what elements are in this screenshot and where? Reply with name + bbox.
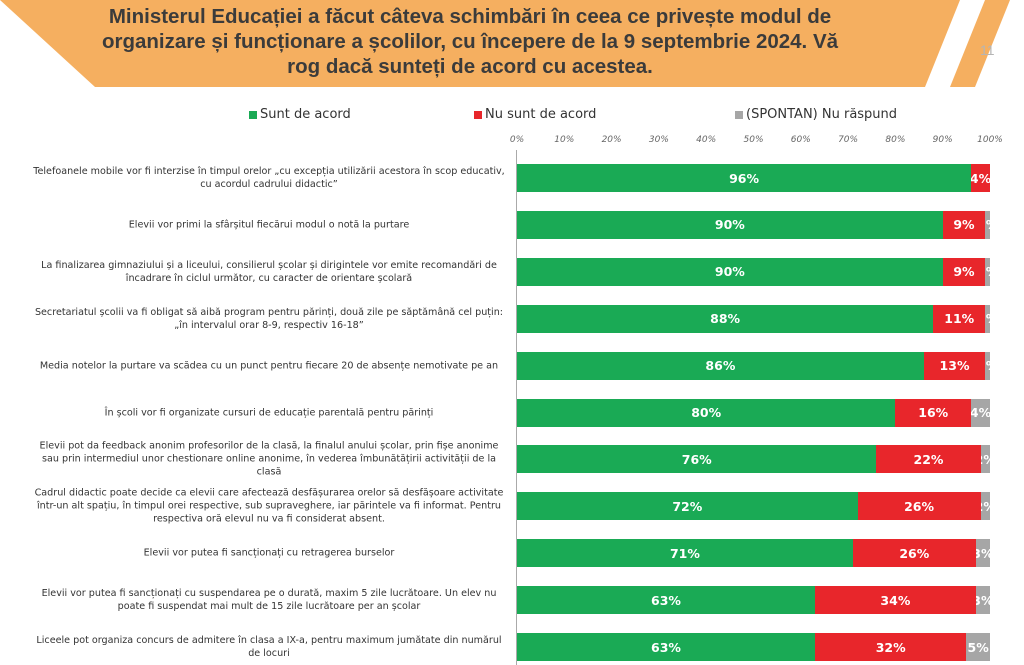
category-axis (516, 150, 517, 665)
category-label: Secretariatul școlii va fi obligat să ai… (34, 306, 504, 331)
data-label: 90% (714, 264, 745, 280)
bar-segment: 80% (517, 398, 896, 427)
data-label: 13% (939, 358, 970, 374)
data-label: 5% (967, 639, 989, 655)
legend-item: Nu sunt de acord (474, 107, 596, 122)
page-title: Ministerul Educației a făcut câteva schi… (101, 5, 839, 78)
data-label: 1% (985, 358, 990, 373)
data-label: 3% (975, 592, 990, 608)
data-label: 80% (691, 405, 722, 420)
x-tick-label: 40% (696, 135, 717, 145)
category-label: În școli vor fi organizate cursuri de ed… (104, 407, 434, 418)
bar-segment: 16% (895, 398, 972, 427)
bar-segment: 63% (517, 633, 815, 661)
x-tick-label: 80% (885, 135, 906, 145)
data-label: 16% (918, 405, 949, 420)
bar-segment: 1% (985, 351, 990, 380)
title-banner (0, 0, 1010, 87)
data-label: 4% (971, 405, 990, 420)
bar-segment: 90% (517, 210, 943, 239)
data-label: 86% (705, 358, 736, 374)
bar-segment: 5% (966, 633, 990, 661)
data-label: 11% (944, 311, 975, 327)
legend-swatch (474, 110, 482, 119)
bar-segment: 2% (980, 492, 990, 521)
bar-segment: 72% (517, 492, 858, 521)
bar-segment: 90% (517, 257, 943, 286)
bar-segment: 9% (942, 210, 986, 239)
data-label: 2% (981, 499, 990, 514)
legend-label: Sunt de acord (260, 107, 351, 122)
bar-segment: 96% (517, 164, 972, 192)
data-label: 26% (899, 545, 930, 561)
bar-segment: 4% (971, 398, 990, 427)
data-label: 4% (971, 170, 990, 186)
data-label: 1% (985, 311, 990, 326)
legend-label: Nu sunt de acord (485, 107, 597, 122)
bar-segment: 1% (985, 210, 990, 239)
data-label: 90% (714, 217, 745, 233)
x-tick-label: 30% (648, 135, 669, 145)
bar-segment: 1% (985, 304, 990, 333)
data-label: 63% (651, 639, 681, 655)
data-label: 1% (985, 264, 990, 279)
x-tick-label: 70% (838, 135, 859, 145)
data-label: 34% (880, 592, 911, 608)
category-label: Telefoanele mobile vor fi interzise în t… (33, 166, 505, 190)
category-label: Elevii pot da feedback anonim profesoril… (39, 440, 499, 478)
legend-swatch (249, 110, 257, 119)
category-label: Liceele pot organiza concurs de admitere… (36, 635, 502, 659)
bar-segment: 32% (814, 633, 967, 661)
category-label: La finalizarea gimnaziului și a liceului… (41, 259, 497, 284)
x-tick-label: 60% (790, 135, 811, 145)
bar-segment: 4% (971, 164, 990, 192)
legend-item: (SPONTAN) Nu răspund (735, 107, 897, 122)
data-label: 9% (953, 264, 975, 280)
data-label: 1% (985, 217, 990, 232)
category-label: Cadrul didactic poate decide ca elevii c… (34, 487, 504, 525)
bar-segment: 1% (985, 257, 990, 286)
bar-segment: 88% (517, 304, 934, 333)
bar-segment: 22% (876, 445, 981, 474)
category-label: Elevii vor putea fi sancționați cu suspe… (41, 588, 497, 613)
data-label: 96% (729, 170, 759, 186)
category-label: Media notelor la purtare va scădea cu un… (39, 360, 499, 372)
x-tick-label: 50% (743, 135, 764, 145)
bar-segment: 34% (814, 586, 976, 615)
bar-segment: 13% (923, 351, 986, 380)
legend-label: (SPONTAN) Nu răspund (746, 107, 898, 122)
bar-segment: 2% (980, 445, 990, 474)
x-tick-label: 0% (509, 135, 525, 145)
bar-segment: 3% (975, 539, 990, 568)
data-label: 26% (904, 498, 934, 514)
data-label: 9% (953, 217, 975, 233)
bar-segment: 63% (517, 586, 815, 615)
x-tick-label: 100% (977, 135, 1003, 145)
page-number: 11 (980, 42, 995, 58)
legend-swatch (735, 110, 743, 119)
x-tick-label: 10% (554, 135, 575, 145)
data-label: 88% (710, 311, 741, 327)
data-label: 3% (975, 545, 990, 561)
data-label: 63% (651, 592, 681, 608)
data-label: 2% (981, 452, 990, 467)
legend-item: Sunt de acord (249, 107, 351, 122)
bar-segment: 3% (975, 586, 990, 615)
category-label: Elevii vor putea fi sancționați cu retra… (143, 547, 395, 559)
data-label: 32% (875, 639, 906, 655)
bar-segment: 26% (852, 539, 976, 568)
x-tick-label: 20% (601, 135, 622, 145)
data-label: 72% (672, 498, 703, 514)
bar-segment: 86% (517, 351, 924, 380)
bar-segment: 26% (857, 492, 981, 521)
data-label: 76% (681, 451, 712, 467)
category-label: Elevii vor primi la sfârșitul fiecărui m… (128, 219, 410, 231)
bar-segment: 9% (942, 257, 986, 286)
x-tick-label: 90% (932, 135, 953, 145)
data-label: 22% (913, 451, 944, 467)
data-label: 71% (669, 545, 700, 561)
bar-segment: 71% (517, 539, 853, 568)
bar-segment: 76% (517, 445, 877, 474)
bar-segment: 11% (933, 304, 986, 333)
